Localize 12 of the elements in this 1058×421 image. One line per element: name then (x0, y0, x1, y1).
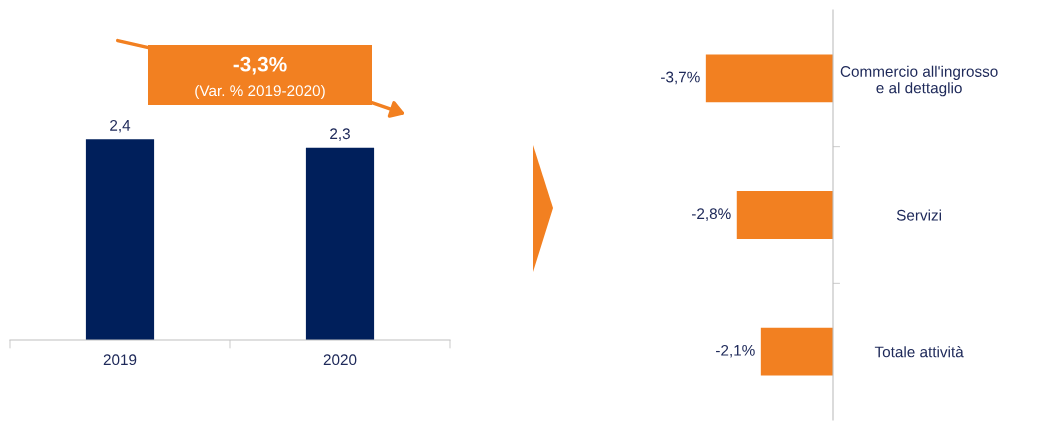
x-tick-label: 2020 (323, 354, 357, 366)
data-label: 2,3 (330, 128, 350, 141)
text: -3,3% (233, 56, 287, 75)
data-label: 2,4 (110, 119, 131, 133)
y-tick-label: Servizi (896, 209, 941, 221)
data-label: -2,1% (716, 344, 755, 358)
data-label: -2,8% (691, 208, 731, 221)
y-tick-label: Totale attività (874, 345, 964, 358)
x-tick-label: 2019 (103, 354, 137, 366)
text: (Var. % 2019-2020) (195, 84, 325, 100)
y-tick-label: Commercio all'ingrosso e al dettaglio (840, 65, 998, 97)
data-label: -3,7% (661, 71, 700, 85)
